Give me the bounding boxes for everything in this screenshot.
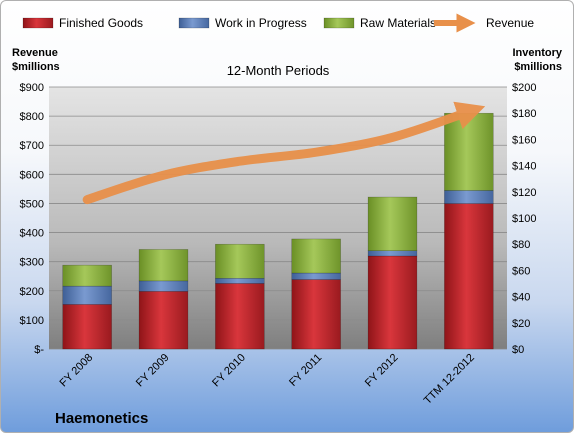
left-tick-label: $400 (20, 228, 44, 240)
gridlines (49, 86, 507, 350)
left-tick-label: $- (34, 344, 44, 356)
company-name: Haemonetics (55, 410, 148, 427)
bar-raw-materials (138, 249, 189, 282)
left-tick-labels: $- $100 $200 $300 $400 $500 $600 $700 $800 $900 (20, 82, 45, 356)
left-axis-title-line2: $millions (12, 61, 60, 73)
left-tick-label: $500 (20, 198, 44, 210)
right-tick-label: $80 (512, 239, 530, 251)
bar-finished-goods (138, 291, 189, 350)
right-axis-title-line2: $millions (514, 61, 562, 73)
x-tick-label: FY 2008 (58, 352, 96, 390)
bar-finished-goods (62, 304, 112, 350)
bar-work-in-progress (215, 278, 265, 284)
left-tick-label: $200 (20, 286, 44, 298)
left-tick-label: $900 (20, 82, 44, 94)
revenue-line-path (82, 101, 486, 205)
left-tick-label: $300 (20, 257, 44, 269)
left-tick-label: $100 (20, 315, 44, 327)
bar-work-in-progress (62, 285, 112, 305)
x-tick-labels: FY 2008 FY 2009 FY 2010 FY 2011 FY 2012 TTM 1… (58, 352, 477, 407)
right-tick-label: $0 (512, 344, 524, 356)
legend-label: Revenue (486, 16, 534, 30)
bar-finished-goods (215, 283, 265, 350)
right-tick-label: $120 (512, 187, 536, 199)
right-axis-title-line1: Inventory (512, 47, 562, 59)
left-axis-title-line1: Revenue (12, 47, 58, 59)
bar-finished-goods (367, 255, 418, 350)
legend-label: Work in Progress (215, 16, 307, 30)
right-tick-label: $20 (512, 318, 530, 330)
legend: Finished Goods Work in Progress Raw Materi… (22, 13, 534, 33)
bar-finished-goods (291, 279, 341, 350)
right-tick-label: $60 (512, 265, 530, 277)
legend-item: Raw Materials (323, 16, 436, 30)
bar-work-in-progress (444, 190, 494, 204)
chart-title: 12-Month Periods (227, 63, 330, 78)
right-tick-label: $140 (512, 161, 536, 173)
legend-item: Finished Goods (22, 16, 143, 30)
bar-finished-goods (444, 203, 494, 350)
legend-swatch (22, 17, 54, 29)
bar-work-in-progress (291, 272, 341, 280)
legend-item: Revenue (434, 13, 534, 33)
left-tick-label: $800 (20, 111, 44, 123)
x-tick-label: FY 2012 (363, 352, 401, 390)
right-tick-label: $180 (512, 108, 536, 120)
bars (62, 112, 494, 350)
legend-item: Work in Progress (178, 16, 307, 30)
right-tick-label: $160 (512, 134, 536, 146)
legend-swatch (323, 17, 355, 29)
right-tick-label: $40 (512, 292, 530, 304)
x-tick-label: FY 2010 (210, 352, 248, 390)
bar-raw-materials (215, 243, 265, 279)
legend-label: Finished Goods (59, 16, 143, 30)
bar-raw-materials (367, 196, 418, 251)
bar-raw-materials (444, 112, 494, 191)
x-tick-label: TTM 12-2012 (422, 352, 477, 407)
bar-raw-materials (291, 238, 341, 274)
bar-raw-materials (62, 264, 112, 287)
right-tick-labels: $0 $20 $40 $60 $80 $100 $120 $140 $160 $180 $200 (512, 82, 536, 356)
revenue-line (82, 101, 486, 205)
right-tick-label: $200 (512, 82, 536, 94)
legend-swatch (178, 17, 210, 29)
x-tick-label: FY 2009 (134, 352, 172, 390)
legend-label: Raw Materials (360, 16, 436, 30)
left-tick-label: $600 (20, 169, 44, 181)
bar-work-in-progress (138, 280, 189, 292)
left-tick-label: $700 (20, 140, 44, 152)
x-tick-label: FY 2011 (287, 352, 324, 389)
bar-work-in-progress (367, 250, 418, 257)
plot-area (49, 87, 507, 349)
right-tick-label: $100 (512, 213, 536, 225)
